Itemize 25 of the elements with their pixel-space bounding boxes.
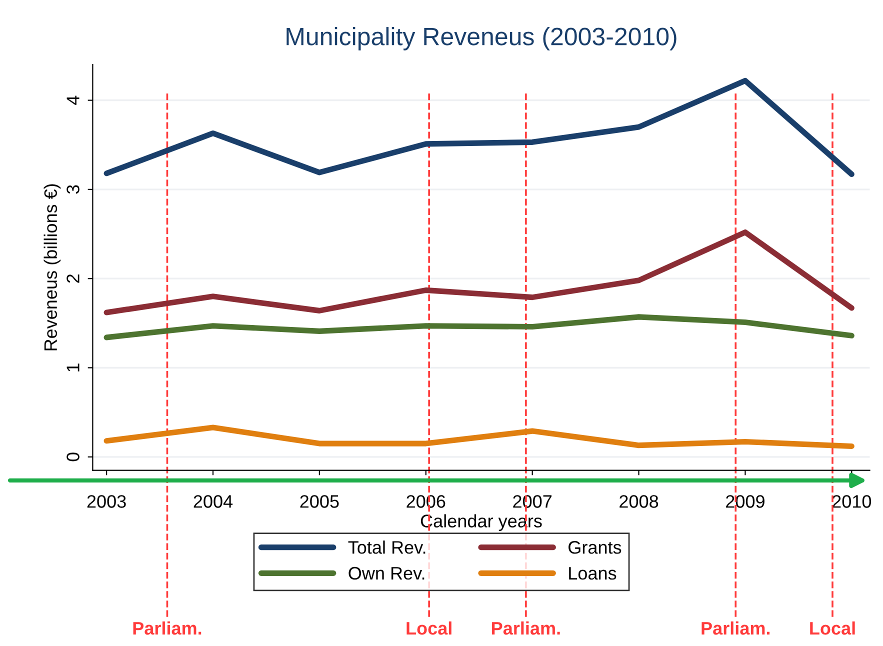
x-axis-title: Calendar years bbox=[420, 514, 542, 532]
ref-line-label: Local bbox=[810, 621, 855, 635]
y-tick-label: 0 bbox=[66, 452, 80, 462]
x-tick-label: 2008 bbox=[620, 495, 658, 508]
legend-label: Own Rev. bbox=[348, 566, 424, 580]
legend-label: Grants bbox=[568, 541, 622, 554]
x-tick-label: 2010 bbox=[832, 495, 872, 508]
ref-line-label: Parliam. bbox=[492, 621, 560, 635]
y-axis-title: Reveneus (billions €) bbox=[44, 184, 61, 350]
ref-line-label: Parliam. bbox=[702, 621, 770, 635]
y-tick-label: 1 bbox=[66, 364, 80, 372]
chart-title: Municipality Reveneus (2003-2010) bbox=[286, 27, 676, 50]
x-tick-label: 2007 bbox=[513, 495, 552, 508]
y-tick-label: 3 bbox=[66, 185, 80, 194]
ref-line-label: Local bbox=[406, 621, 452, 635]
x-tick-label: 2003 bbox=[87, 495, 126, 508]
x-tick-label: 2009 bbox=[726, 495, 764, 508]
legend-label: Loans bbox=[569, 567, 616, 580]
y-tick-label: 4 bbox=[66, 96, 80, 105]
y-tick-label: 2 bbox=[66, 274, 80, 283]
x-tick-label: 2004 bbox=[194, 495, 233, 508]
x-tick-label: 2006 bbox=[406, 495, 446, 508]
x-tick-label: 2005 bbox=[300, 495, 339, 508]
ref-line-label: Parliam. bbox=[133, 621, 202, 635]
legend-label: Total Rev. bbox=[348, 540, 426, 554]
